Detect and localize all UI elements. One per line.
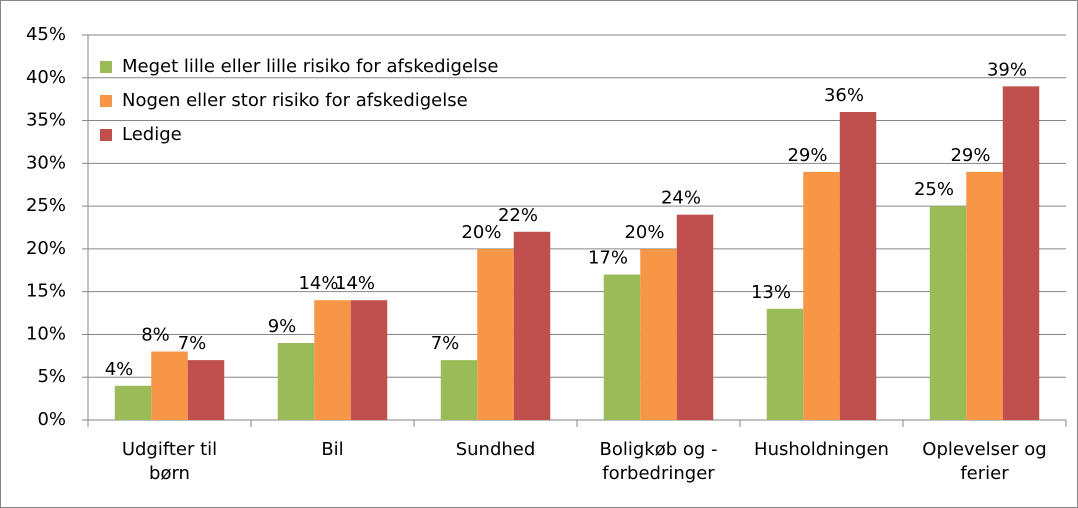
bar [766,308,804,420]
bar [440,360,478,420]
bar [803,171,840,420]
value-label: 9% [268,316,297,337]
value-label: 7% [431,333,460,354]
bar [966,171,1003,420]
x-tick-label: Boligkøb og - forbedringer [599,439,718,484]
y-tick-label: 25% [26,195,66,216]
value-label: 24% [661,188,701,209]
x-tick-label: Oplevelser og ferier [922,439,1047,484]
bar [640,248,677,420]
bar [114,385,152,420]
value-label: 25% [914,179,954,200]
value-label: 22% [498,205,538,226]
value-label: 7% [178,333,207,354]
value-label: 8% [141,325,170,346]
legend-swatch [100,129,112,141]
bar [350,300,388,420]
value-label: 20% [624,222,664,243]
y-tick-label: 30% [26,152,66,173]
value-label: 20% [461,222,501,243]
x-tick-label: Udgifter til børn [121,439,218,484]
value-label: 29% [787,145,827,166]
bar [603,274,641,420]
value-label: 4% [105,359,134,380]
x-tick-label: Bil [321,439,344,460]
y-tick-label: 15% [26,281,66,302]
value-label: 36% [824,85,864,106]
legend-label: Ledige [122,124,182,145]
y-tick-label: 5% [37,366,66,387]
bar [839,112,877,420]
value-label: 29% [950,145,990,166]
value-label: 14% [335,273,375,294]
y-tick-label: 10% [26,323,66,344]
legend-swatch [100,61,112,73]
x-tick-label: Husholdningen [754,439,889,460]
value-label: 39% [987,59,1027,80]
bar [277,343,315,420]
y-tick-label: 35% [26,110,66,131]
bar [513,231,551,420]
y-tick-label: 0% [37,409,66,430]
bar [929,206,967,420]
y-tick-label: 20% [26,238,66,259]
legend-swatch [100,95,112,107]
value-label: 14% [298,273,338,294]
value-label: 13% [751,282,791,303]
y-tick-label: 40% [26,67,66,88]
bar [151,351,188,420]
bar [477,248,514,420]
legend-label: Nogen eller stor risiko for afskedigelse [122,90,468,111]
bar [187,360,225,420]
bar [314,300,351,420]
bar [1002,86,1040,420]
x-tick-label: Sundhed [455,439,536,460]
bar [676,214,714,420]
y-tick-label: 45% [26,24,66,45]
value-label: 17% [588,248,628,269]
legend-label: Meget lille eller lille risiko for afske… [122,56,499,77]
